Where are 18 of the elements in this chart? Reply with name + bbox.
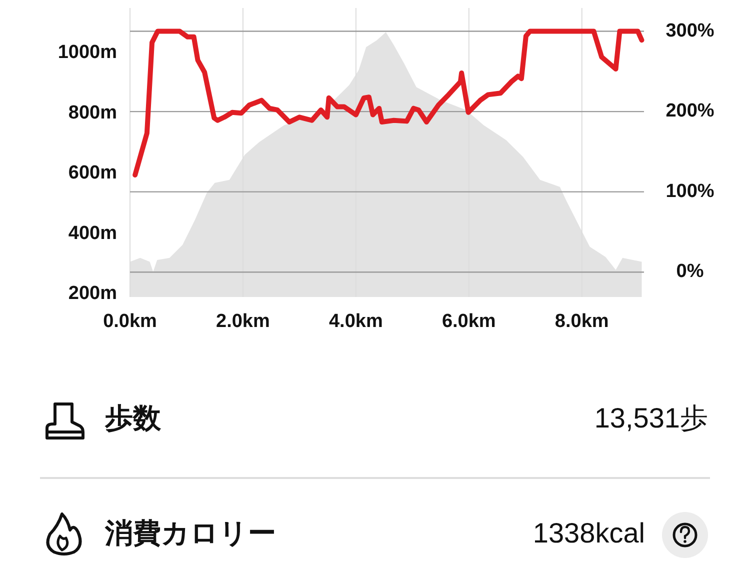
text: 歩数 — [104, 402, 162, 434]
x-tick-label: 0.0km — [103, 311, 157, 332]
text: 消費カロリー — [104, 517, 276, 548]
x-tick-label: 6.0km — [442, 311, 496, 332]
y2-tick-label: 200% — [666, 100, 714, 122]
y-tick-label: 400m — [68, 222, 117, 244]
y2-tick-label: 0% — [676, 261, 704, 282]
x-tick-label: 4.0km — [328, 311, 383, 332]
text: 13,531歩 — [594, 402, 708, 434]
text: 1338kcal — [532, 517, 645, 548]
y-tick-label: 800m — [68, 102, 117, 124]
y-tick-label: 200m — [68, 283, 117, 304]
x-tick-label: 8.0km — [554, 311, 609, 332]
y-tick-label: 1000m — [58, 42, 117, 64]
y2-tick-label: 300% — [666, 20, 714, 42]
x-tick-label: 2.0km — [216, 311, 270, 332]
y-tick-label: 600m — [68, 162, 117, 184]
y2-tick-label: 100% — [666, 180, 714, 202]
